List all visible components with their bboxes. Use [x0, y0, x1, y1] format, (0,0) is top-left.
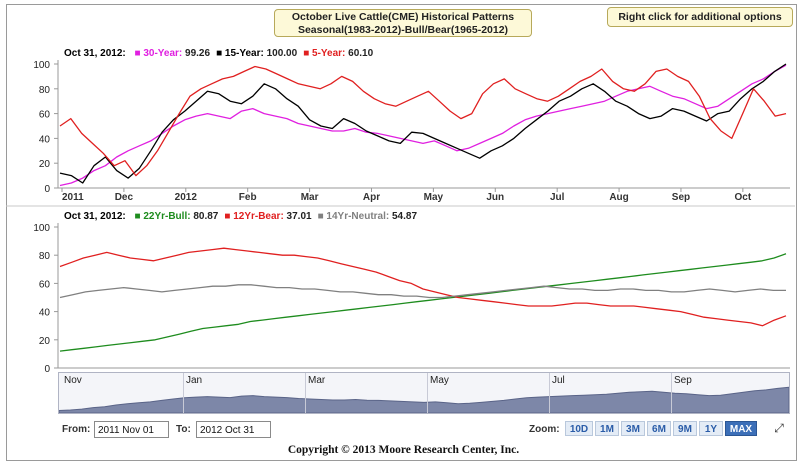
- series-line-12yr-bear[interactable]: [59, 247, 787, 327]
- navigator-label: Sep: [674, 375, 692, 386]
- bottom-legend-series-value-1: 37.01: [283, 211, 312, 222]
- top-legend-series-name-2[interactable]: 5-Year:: [309, 48, 346, 59]
- zoom-label: Zoom:: [529, 424, 560, 435]
- zoom-button-10d[interactable]: 10D: [565, 421, 593, 436]
- y-tick-label: 0: [44, 184, 50, 195]
- series-line-5-year[interactable]: [59, 65, 787, 177]
- top-legend-series-value-2: 60.10: [345, 48, 374, 59]
- y-tick-label: 40: [39, 134, 51, 145]
- zoom-button-1y[interactable]: 1Y: [699, 421, 723, 436]
- navigator-tick: [183, 373, 184, 413]
- navigator-label: Mar: [308, 375, 326, 386]
- options-hint-button[interactable]: Right click for additional options: [607, 7, 793, 27]
- copyright-text: Copyright © 2013 Moore Research Center, …: [287, 444, 520, 456]
- top-legend-series-value-0: 99.26: [182, 48, 211, 59]
- x-tick-label: May: [424, 192, 444, 203]
- y-tick-label: 40: [39, 308, 51, 319]
- top-legend-swatch-1: ■: [216, 48, 223, 59]
- chart-panel-1: 0 20 40 60 80 100: [33, 223, 790, 375]
- bottom-legend-series-name-2[interactable]: 14Yr-Neutral:: [323, 211, 390, 222]
- to-label: To:: [176, 424, 191, 435]
- bottom-legend-swatch-2: ■: [317, 211, 324, 222]
- zoom-button-max[interactable]: MAX: [725, 421, 757, 436]
- navigator-label: Nov: [64, 375, 82, 386]
- navigator-label: Jan: [186, 375, 203, 386]
- chart-title: October Live Cattle(CME) Historical Patt…: [274, 9, 532, 37]
- zoom-button-9m[interactable]: 9M: [673, 421, 697, 436]
- navigator-tick: [549, 373, 550, 413]
- top-legend: Oct 31, 2012: ■ 30-Year: 99.26 ■ 15-Year:…: [64, 46, 374, 62]
- to-date-input[interactable]: 2012 Oct 31: [196, 421, 271, 438]
- top-legend-date: Oct 31, 2012:: [64, 48, 126, 59]
- series-line-14yr-neutral[interactable]: [59, 284, 786, 299]
- chart-title-line1: October Live Cattle(CME) Historical Patt…: [291, 11, 515, 23]
- navigator-area[interactable]: [59, 373, 789, 413]
- x-tick-label: Jul: [550, 192, 565, 203]
- x-tick-label: 2011: [62, 192, 84, 203]
- controls-bar: From: 2011 Nov 01 To: 2012 Oct 31 Zoom: …: [0, 418, 807, 463]
- x-tick-label: Jun: [486, 192, 504, 203]
- x-tick-label: Apr: [363, 192, 380, 203]
- y-tick-label: 80: [39, 85, 51, 96]
- navigator-label: Jul: [552, 375, 565, 386]
- x-tick-label: Oct: [735, 192, 752, 203]
- zoom-button-3m[interactable]: 3M: [621, 421, 645, 436]
- series-line-15-year[interactable]: [59, 63, 787, 184]
- fullscreen-icon[interactable]: ⤢: [774, 421, 784, 435]
- from-date-input[interactable]: 2011 Nov 01: [94, 421, 169, 438]
- bottom-legend-series-name-1[interactable]: 12Yr-Bear:: [230, 211, 284, 222]
- chart-panel-0: 0 20 40 60 80 100 2011 Dec 2012 Feb Mar Apr May Jun Ju…: [33, 60, 790, 203]
- x-tick-label: Mar: [301, 192, 319, 203]
- chart-title-line2: Seasonal(1983-2012)-Bull/Bear(1965-2012): [297, 24, 509, 36]
- x-tick-label: Feb: [239, 192, 257, 203]
- y-tick-label: 100: [33, 60, 50, 71]
- bottom-legend: Oct 31, 2012: ■ 22Yr-Bull: 80.87 ■ 12Yr-B…: [64, 209, 418, 225]
- bottom-legend-swatch-1: ■: [224, 211, 231, 222]
- bottom-legend-swatch-0: ■: [134, 211, 141, 222]
- zoom-button-6m[interactable]: 6M: [647, 421, 671, 436]
- y-tick-label: 0: [44, 364, 50, 375]
- x-tick-label: 2012: [175, 192, 198, 203]
- zoom-button-1m[interactable]: 1M: [595, 421, 619, 436]
- top-legend-swatch-0: ■: [134, 48, 141, 59]
- bottom-legend-series-name-0[interactable]: 22Yr-Bull:: [140, 211, 191, 222]
- navigator-tick: [427, 373, 428, 413]
- navigator-tick: [305, 373, 306, 413]
- x-tick-label: Dec: [115, 192, 134, 203]
- y-tick-label: 100: [33, 223, 50, 234]
- y-tick-label: 20: [39, 336, 51, 347]
- series-line-30-year[interactable]: [59, 64, 787, 187]
- y-tick-label: 60: [39, 110, 51, 121]
- navigator-label: May: [430, 375, 449, 386]
- bottom-legend-series-value-2: 54.87: [389, 211, 418, 222]
- y-tick-label: 80: [39, 251, 51, 262]
- bottom-legend-series-value-0: 80.87: [190, 211, 219, 222]
- top-legend-series-name-1[interactable]: 15-Year:: [222, 48, 264, 59]
- x-tick-label: Sep: [672, 192, 690, 203]
- top-legend-series-value-1: 100.00: [263, 48, 298, 59]
- from-label: From:: [62, 424, 91, 435]
- navigator-tick: [671, 373, 672, 413]
- top-legend-series-name-0[interactable]: 30-Year:: [140, 48, 183, 59]
- y-tick-label: 20: [39, 159, 51, 170]
- bottom-legend-date: Oct 31, 2012:: [64, 211, 126, 222]
- series-line-22yr-bull[interactable]: [59, 253, 787, 352]
- x-tick-label: Aug: [609, 192, 628, 203]
- y-tick-label: 60: [39, 279, 51, 290]
- range-navigator[interactable]: Nov Jan Mar May Jul Sep: [58, 372, 790, 414]
- navigator-area-fill: [59, 386, 789, 413]
- top-legend-swatch-2: ■: [303, 48, 310, 59]
